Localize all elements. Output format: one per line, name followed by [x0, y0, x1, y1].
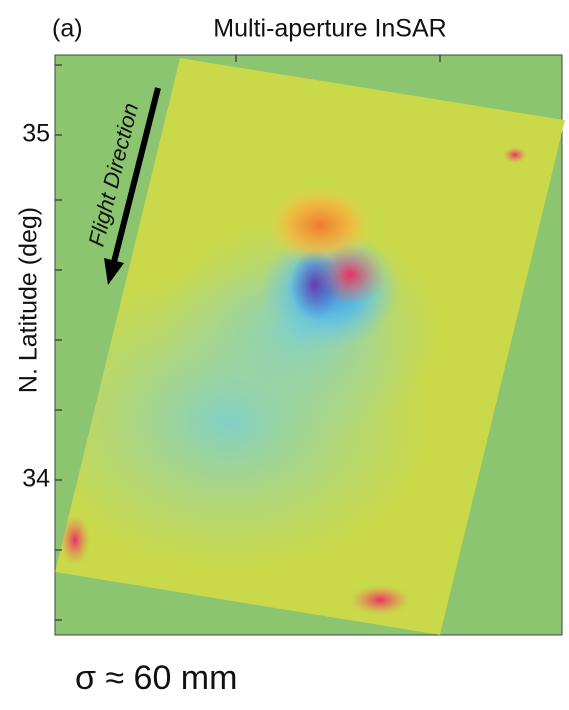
- caption: σ ≈ 60 mm: [75, 659, 237, 697]
- panel-label: (a): [52, 15, 83, 43]
- y-tick-label: 35: [22, 120, 50, 148]
- title: Multi-aperture InSAR: [213, 15, 446, 43]
- figure: (a) Multi-aperture InSAR N. Latitude (de…: [0, 0, 569, 710]
- y-axis-label: N. Latitude (deg): [15, 207, 43, 393]
- y-tick-label: 34: [22, 465, 50, 493]
